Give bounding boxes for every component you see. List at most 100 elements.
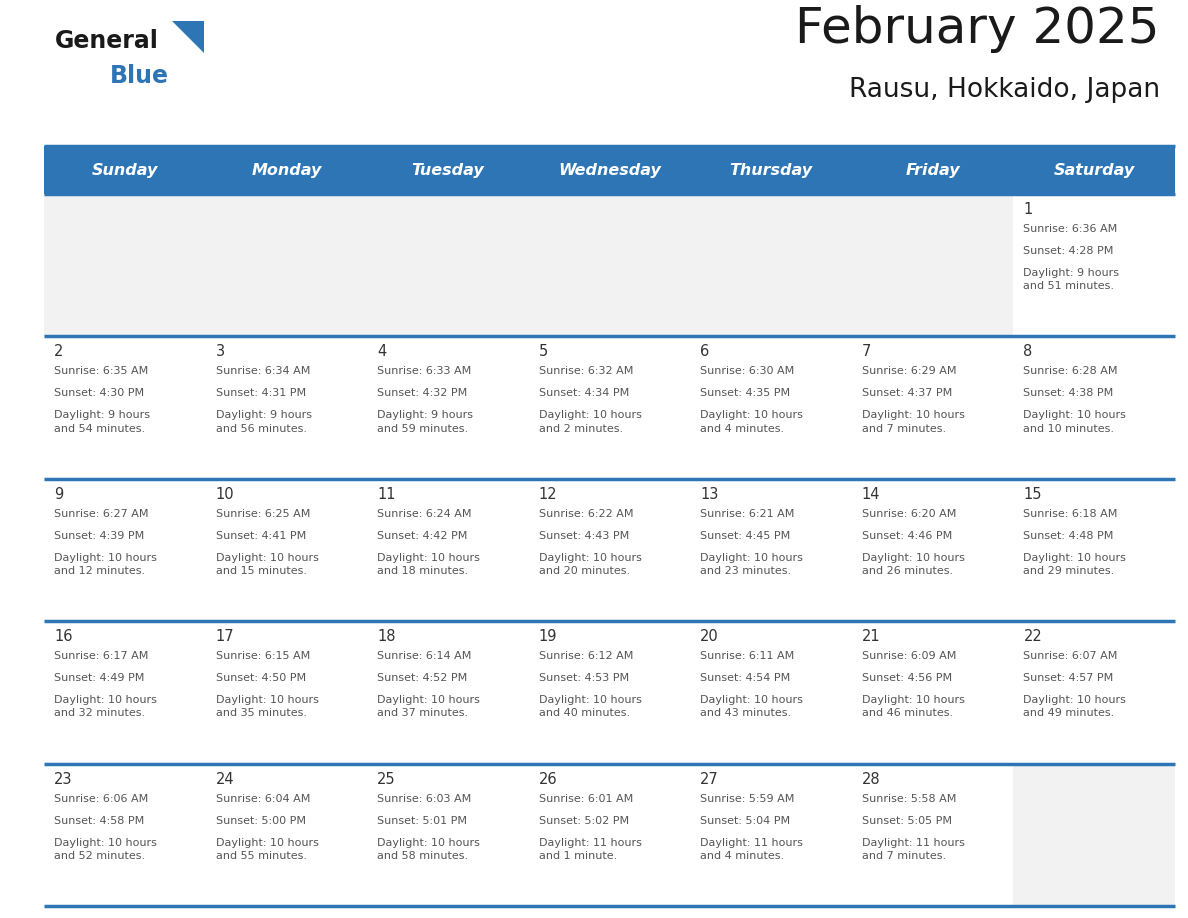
Text: 16: 16 [53,629,72,644]
Text: Daylight: 10 hours
and 46 minutes.: Daylight: 10 hours and 46 minutes. [861,695,965,719]
Text: Daylight: 9 hours
and 56 minutes.: Daylight: 9 hours and 56 minutes. [215,410,311,433]
Text: Daylight: 10 hours
and 2 minutes.: Daylight: 10 hours and 2 minutes. [538,410,642,433]
Bar [206,194,367,336]
Text: Sunset: 5:02 PM: Sunset: 5:02 PM [538,815,628,825]
Text: Daylight: 10 hours
and 35 minutes.: Daylight: 10 hours and 35 minutes. [215,695,318,719]
Bar [852,764,1013,906]
Text: Daylight: 10 hours
and 37 minutes.: Daylight: 10 hours and 37 minutes. [377,695,480,719]
Bar [44,194,206,336]
Bar [367,621,529,764]
Text: Sunset: 4:50 PM: Sunset: 4:50 PM [215,673,305,683]
Text: Daylight: 10 hours
and 55 minutes.: Daylight: 10 hours and 55 minutes. [215,837,318,861]
Text: Daylight: 10 hours
and 52 minutes.: Daylight: 10 hours and 52 minutes. [53,837,157,861]
Bar [529,336,690,479]
Text: Daylight: 11 hours
and 4 minutes.: Daylight: 11 hours and 4 minutes. [700,837,803,861]
Text: Sunrise: 6:01 AM: Sunrise: 6:01 AM [538,793,633,803]
Text: Sunrise: 6:29 AM: Sunrise: 6:29 AM [861,366,956,376]
Text: Sunrise: 6:12 AM: Sunrise: 6:12 AM [538,651,633,661]
Text: Sunrise: 6:30 AM: Sunrise: 6:30 AM [700,366,795,376]
Bar [529,621,690,764]
Bar [206,336,367,479]
Bar [367,336,529,479]
Text: Blue: Blue [110,64,169,88]
Text: February 2025: February 2025 [796,5,1159,53]
Text: Sunrise: 6:06 AM: Sunrise: 6:06 AM [53,793,148,803]
Bar [529,479,690,621]
Text: Daylight: 10 hours
and 40 minutes.: Daylight: 10 hours and 40 minutes. [538,695,642,719]
Text: 3: 3 [215,344,225,360]
Text: 27: 27 [700,772,719,787]
Text: Sunset: 4:32 PM: Sunset: 4:32 PM [377,388,467,398]
Bar [529,764,690,906]
Text: Daylight: 11 hours
and 7 minutes.: Daylight: 11 hours and 7 minutes. [861,837,965,861]
Text: Sunrise: 6:11 AM: Sunrise: 6:11 AM [700,651,795,661]
Text: Sunset: 4:52 PM: Sunset: 4:52 PM [377,673,467,683]
Text: Sunrise: 6:36 AM: Sunrise: 6:36 AM [1023,224,1118,234]
Text: Daylight: 10 hours
and 12 minutes.: Daylight: 10 hours and 12 minutes. [53,553,157,576]
Text: Sunset: 5:05 PM: Sunset: 5:05 PM [861,815,952,825]
Text: 14: 14 [861,487,880,502]
Text: Sunset: 4:56 PM: Sunset: 4:56 PM [861,673,952,683]
Bar [44,479,206,621]
Bar [852,621,1013,764]
Bar [44,621,206,764]
Text: Sunset: 5:00 PM: Sunset: 5:00 PM [215,815,305,825]
Text: Daylight: 10 hours
and 23 minutes.: Daylight: 10 hours and 23 minutes. [700,553,803,576]
Text: Thursday: Thursday [729,162,813,177]
Text: Monday: Monday [251,162,322,177]
Text: Sunday: Sunday [91,162,158,177]
Bar [852,146,1013,194]
Text: 8: 8 [1023,344,1032,360]
Text: 5: 5 [538,344,548,360]
Text: 7: 7 [861,344,871,360]
Bar [44,336,206,479]
Bar [690,336,852,479]
Text: 11: 11 [377,487,396,502]
Text: 10: 10 [215,487,234,502]
Text: Daylight: 10 hours
and 10 minutes.: Daylight: 10 hours and 10 minutes. [1023,410,1126,433]
Bar [206,621,367,764]
Text: Daylight: 10 hours
and 49 minutes.: Daylight: 10 hours and 49 minutes. [1023,695,1126,719]
Text: Sunset: 4:53 PM: Sunset: 4:53 PM [538,673,628,683]
Text: 9: 9 [53,487,63,502]
Text: Sunrise: 6:27 AM: Sunrise: 6:27 AM [53,509,148,519]
Text: Daylight: 10 hours
and 43 minutes.: Daylight: 10 hours and 43 minutes. [700,695,803,719]
Text: Sunset: 4:58 PM: Sunset: 4:58 PM [53,815,144,825]
Text: Sunset: 4:43 PM: Sunset: 4:43 PM [538,531,628,541]
Bar [852,479,1013,621]
Text: 2: 2 [53,344,63,360]
Text: Daylight: 10 hours
and 15 minutes.: Daylight: 10 hours and 15 minutes. [215,553,318,576]
Text: 21: 21 [861,629,880,644]
Text: Sunrise: 6:07 AM: Sunrise: 6:07 AM [1023,651,1118,661]
Bar [690,146,852,194]
Bar [1013,479,1175,621]
Text: 1: 1 [1023,202,1032,217]
Text: Sunrise: 5:59 AM: Sunrise: 5:59 AM [700,793,795,803]
Text: Sunrise: 6:14 AM: Sunrise: 6:14 AM [377,651,472,661]
Text: 12: 12 [538,487,557,502]
Bar [1013,146,1175,194]
Text: 20: 20 [700,629,719,644]
Text: Sunrise: 6:20 AM: Sunrise: 6:20 AM [861,509,956,519]
Bar [529,146,690,194]
Text: Sunset: 4:34 PM: Sunset: 4:34 PM [538,388,628,398]
Text: Sunset: 4:48 PM: Sunset: 4:48 PM [1023,531,1114,541]
Text: Sunset: 4:37 PM: Sunset: 4:37 PM [861,388,952,398]
Text: Sunrise: 6:17 AM: Sunrise: 6:17 AM [53,651,148,661]
Text: Sunset: 4:35 PM: Sunset: 4:35 PM [700,388,790,398]
Text: Sunrise: 6:32 AM: Sunrise: 6:32 AM [538,366,633,376]
Text: 23: 23 [53,772,72,787]
Text: 13: 13 [700,487,719,502]
Text: Sunset: 4:28 PM: Sunset: 4:28 PM [1023,246,1114,256]
Bar [367,194,529,336]
Bar [1013,764,1175,906]
Text: Wednesday: Wednesday [558,162,661,177]
Text: Sunset: 4:31 PM: Sunset: 4:31 PM [215,388,305,398]
Text: Daylight: 10 hours
and 7 minutes.: Daylight: 10 hours and 7 minutes. [861,410,965,433]
Bar [367,146,529,194]
Text: Daylight: 10 hours
and 4 minutes.: Daylight: 10 hours and 4 minutes. [700,410,803,433]
Text: Sunrise: 6:15 AM: Sunrise: 6:15 AM [215,651,310,661]
Bar [852,194,1013,336]
Text: 18: 18 [377,629,396,644]
Text: Sunset: 4:30 PM: Sunset: 4:30 PM [53,388,144,398]
